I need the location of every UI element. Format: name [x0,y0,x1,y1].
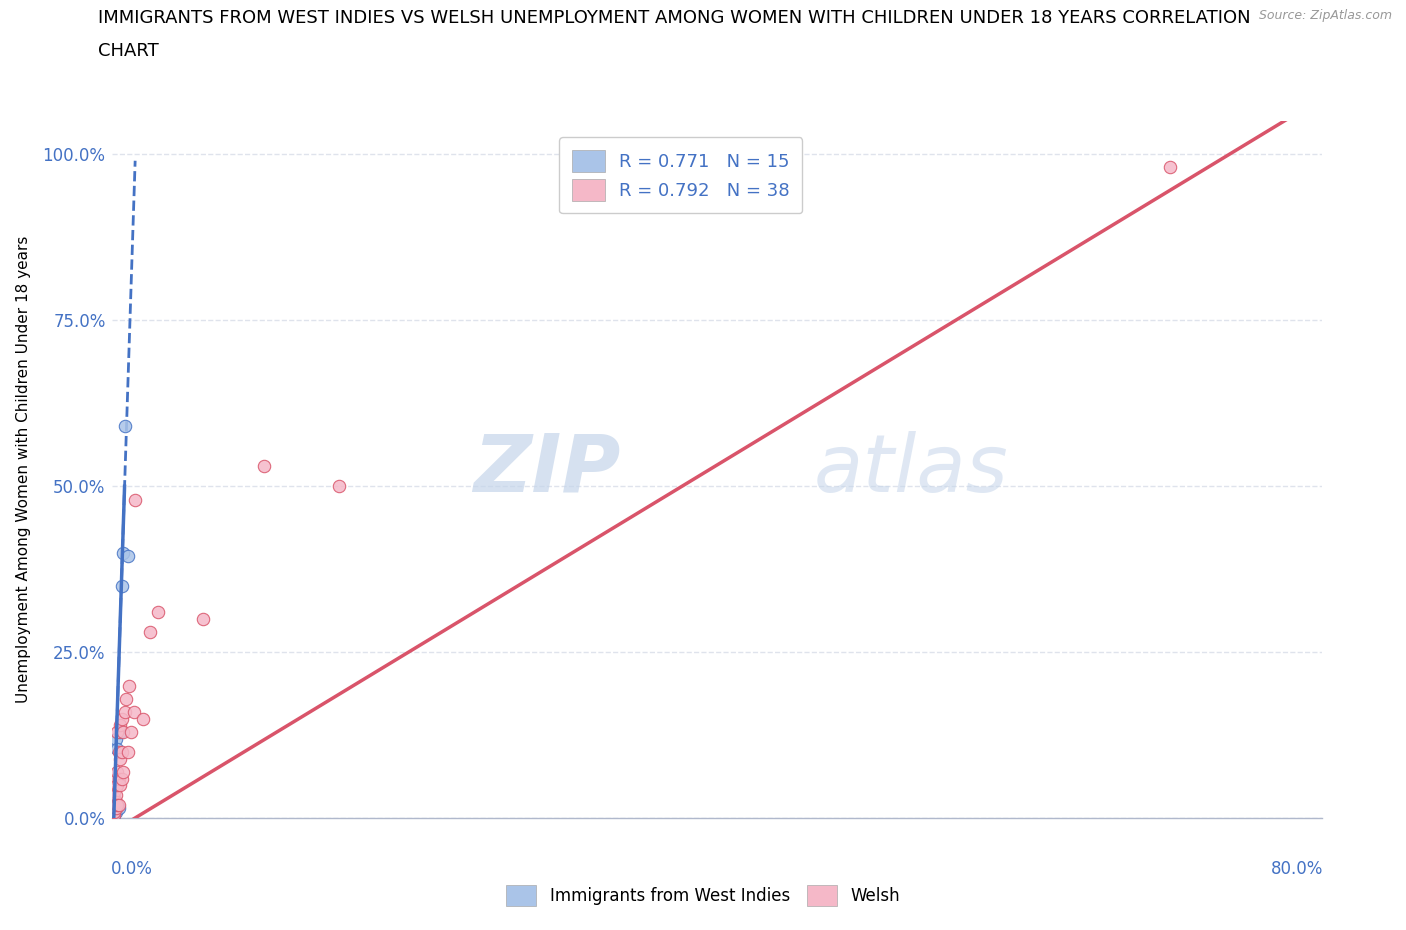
Point [110,711,132,726]
Text: CHART: CHART [98,42,159,60]
Point [103,807,125,822]
Point [112,545,135,560]
Legend: Immigrants from West Indies, Welsh: Immigrants from West Indies, Welsh [499,879,907,912]
Point [132,711,155,726]
Point [104,731,127,746]
Point [122,705,145,720]
Point [105,724,128,739]
Point [124,492,146,507]
Point [105,777,128,792]
Text: ZIP: ZIP [472,431,620,509]
Text: 0.0%: 0.0% [111,860,153,878]
Point [108,777,131,792]
Point [103,804,125,819]
Point [191,612,214,627]
Point [103,798,125,813]
Point [112,724,135,739]
Point [105,764,128,779]
Text: 80.0%: 80.0% [1271,860,1323,878]
Point [115,691,138,706]
Point [105,798,128,813]
Point [108,718,131,733]
Point [104,801,127,816]
Point [114,419,136,434]
Y-axis label: Unemployment Among Women with Children Under 18 years: Unemployment Among Women with Children U… [17,236,31,703]
Point [105,741,128,756]
Legend: R = 0.771   N = 15, R = 0.792   N = 38: R = 0.771 N = 15, R = 0.792 N = 38 [560,137,803,214]
Point [103,784,125,799]
Point [104,794,127,809]
Point [1159,160,1181,175]
Point [139,625,162,640]
Point [108,724,131,739]
Point [107,745,129,760]
Point [107,771,129,786]
Text: atlas: atlas [814,431,1008,509]
Point [105,798,128,813]
Point [103,807,125,822]
Point [120,724,142,739]
Point [110,745,132,760]
Point [112,764,135,779]
Point [110,771,132,786]
Point [118,678,141,693]
Point [103,804,125,819]
Text: Source: ZipAtlas.com: Source: ZipAtlas.com [1258,9,1392,22]
Point [328,479,350,494]
Point [107,798,129,813]
Point [104,804,127,819]
Point [107,801,129,816]
Point [146,605,169,620]
Point [103,801,125,816]
Point [114,705,136,720]
Point [104,771,127,786]
Point [117,745,139,760]
Point [103,798,125,813]
Point [104,788,127,803]
Point [117,549,139,564]
Text: IMMIGRANTS FROM WEST INDIES VS WELSH UNEMPLOYMENT AMONG WOMEN WITH CHILDREN UNDE: IMMIGRANTS FROM WEST INDIES VS WELSH UNE… [98,9,1251,27]
Point [108,751,131,766]
Point [103,791,125,806]
Point [253,458,276,473]
Point [110,578,132,593]
Point [104,801,127,816]
